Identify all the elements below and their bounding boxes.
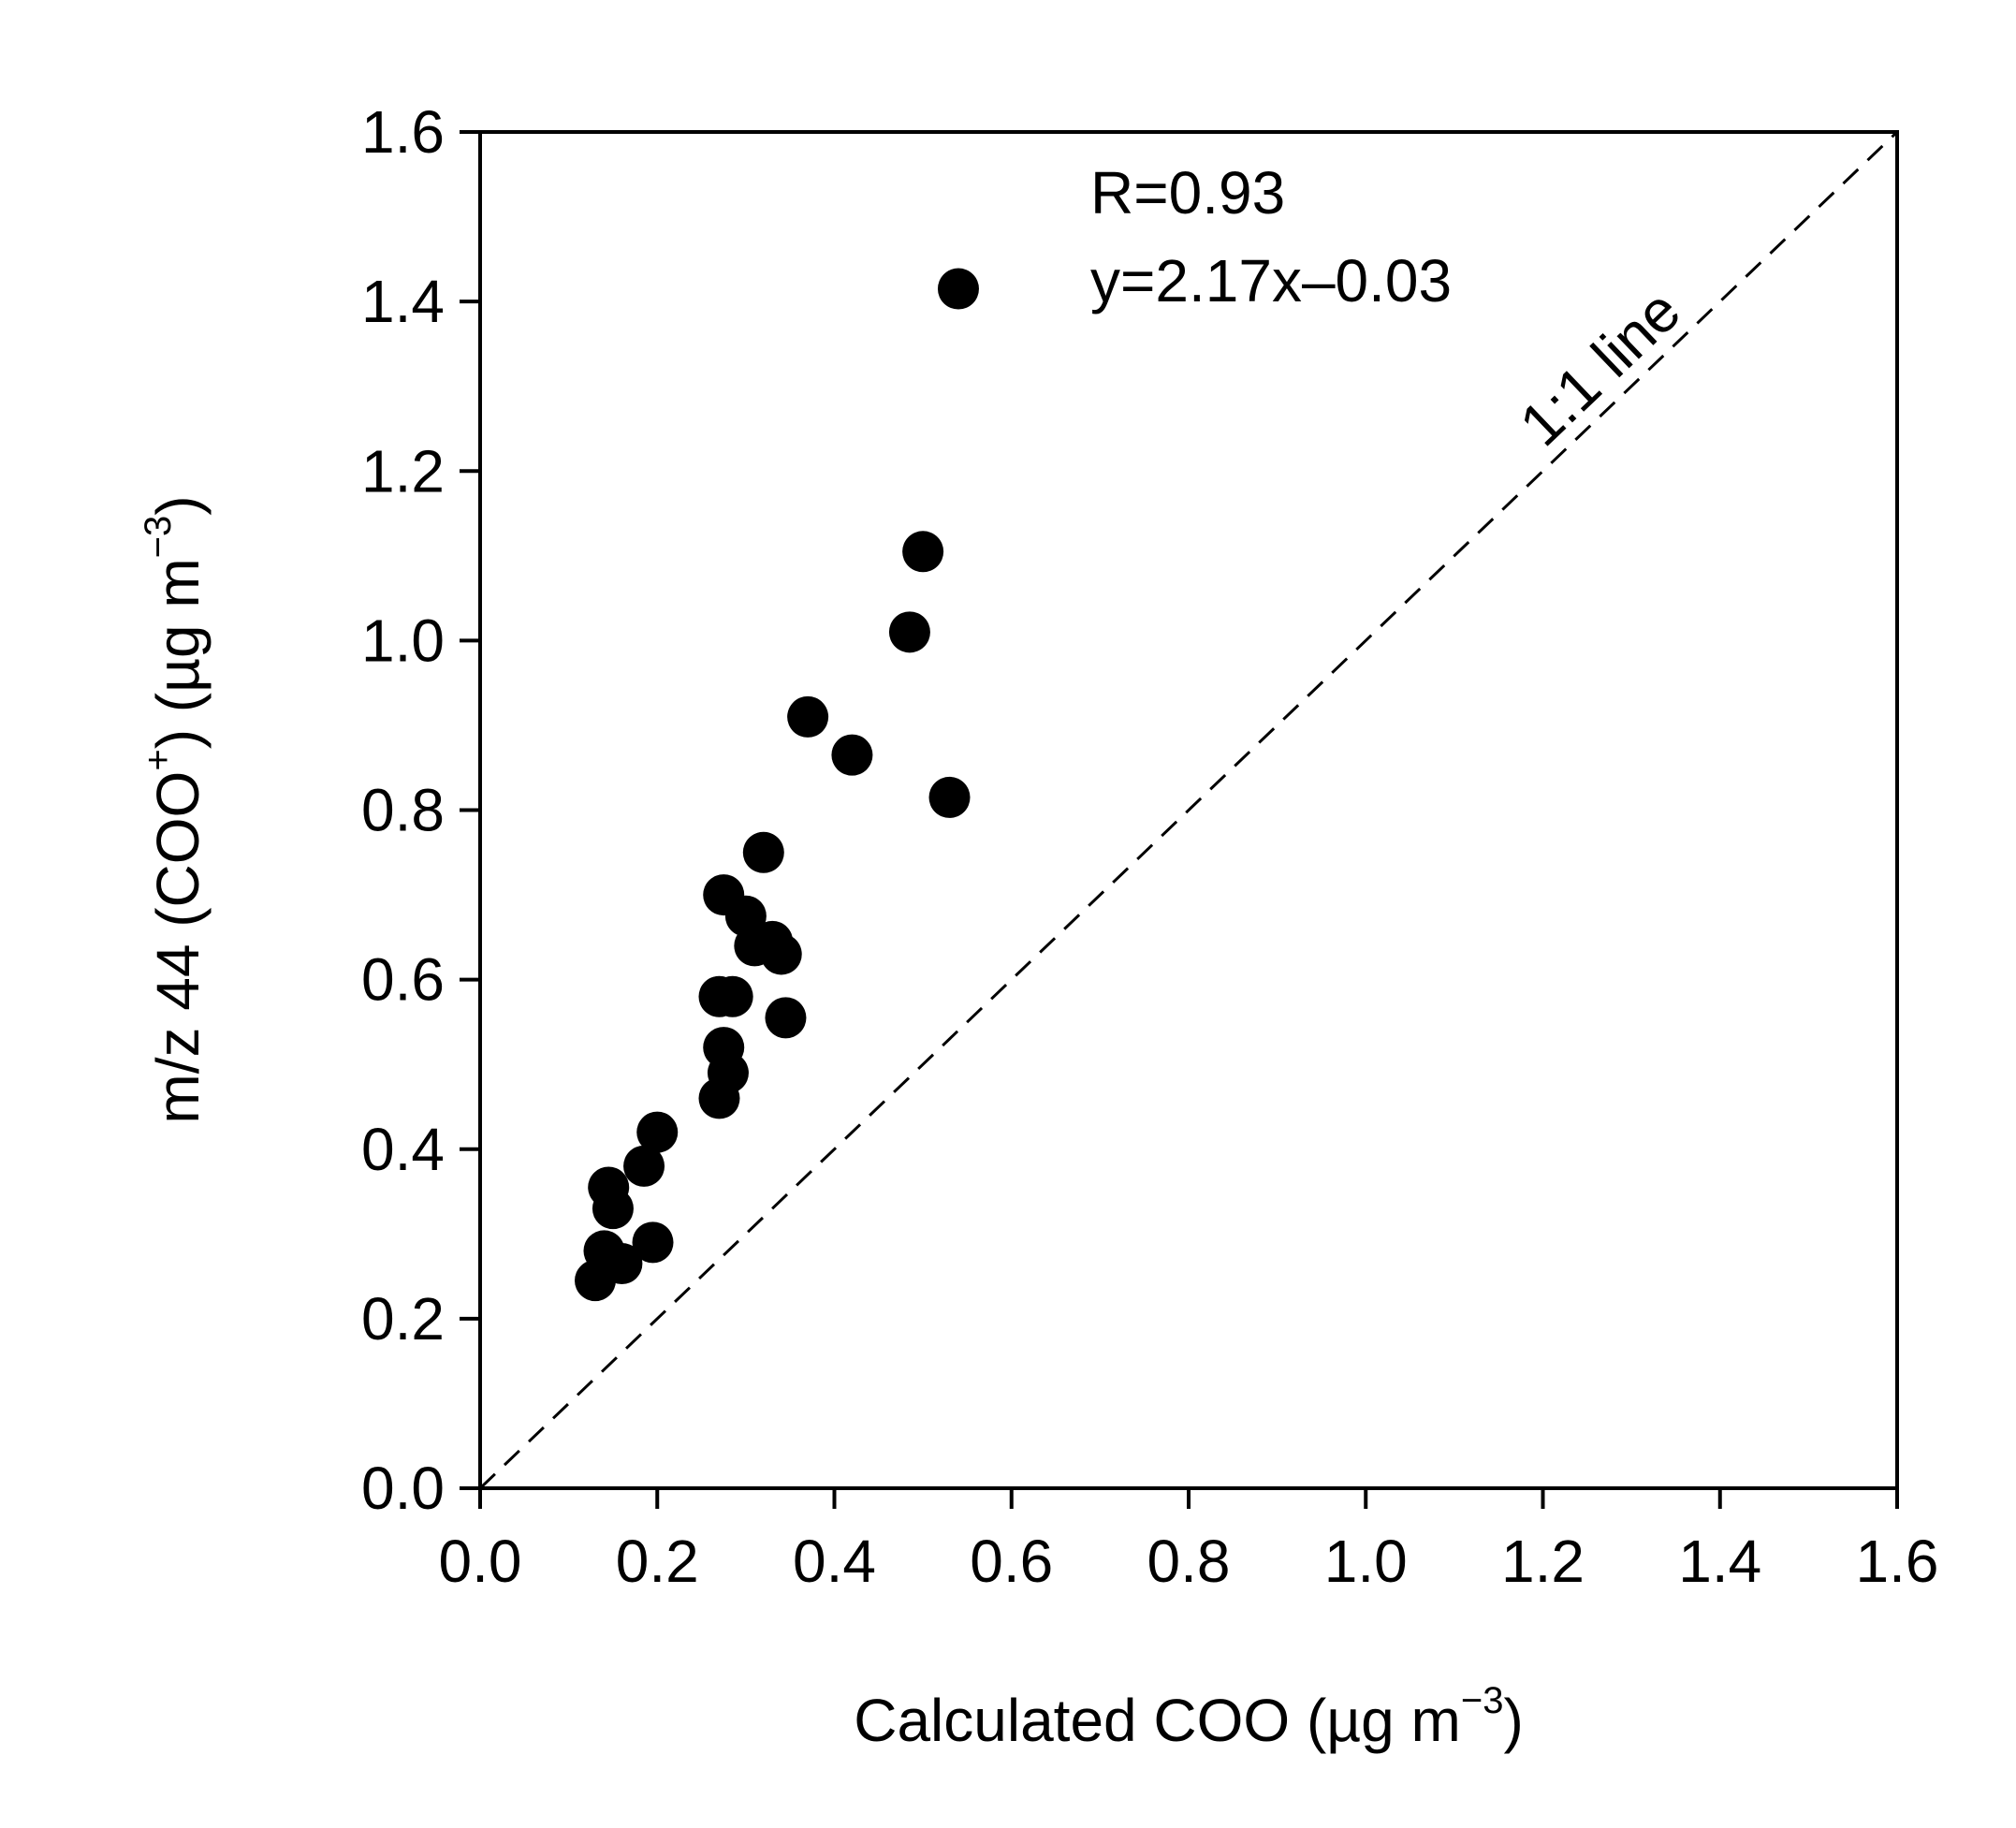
x-tick-label: 0.0 <box>439 1528 522 1595</box>
scatter-point <box>601 1243 643 1285</box>
scatter-point <box>765 997 807 1039</box>
y-axis-ticks: 0.0 0.2 0.4 0.6 0.8 1.0 1.2 1.4 1.6 <box>361 98 480 1522</box>
y-tick-label: 1.4 <box>361 268 445 335</box>
scatter-point <box>937 268 979 310</box>
scatter-point <box>703 1027 745 1069</box>
x-tick-label: 1.6 <box>1856 1528 1939 1595</box>
x-tick-label: 0.6 <box>970 1528 1053 1595</box>
y-tick-label: 0.0 <box>361 1455 445 1522</box>
scatter-point <box>888 611 930 653</box>
scatter-point <box>632 1221 674 1264</box>
x-tick-label: 0.2 <box>616 1528 699 1595</box>
y-tick-label: 0.2 <box>361 1285 445 1353</box>
scatter-point <box>902 531 944 573</box>
scatter-point <box>742 831 784 873</box>
data-points <box>575 268 979 1302</box>
x-axis-title: Calculated COO (µg m−3) <box>854 1680 1524 1754</box>
scatter-point <box>636 1111 679 1153</box>
scatter-point <box>928 776 971 818</box>
x-tick-label: 0.4 <box>793 1528 876 1595</box>
y-tick-label: 1.2 <box>361 437 445 505</box>
x-tick-label: 1.0 <box>1324 1528 1408 1595</box>
y-tick-label: 1.6 <box>361 98 445 166</box>
one-to-one-line-label: 1:1 line <box>1507 276 1693 459</box>
x-axis-ticks: 0.0 0.2 0.4 0.6 0.8 1.0 1.2 1.4 1.6 <box>439 1488 1939 1595</box>
y-tick-label: 1.0 <box>361 607 445 674</box>
x-tick-label: 1.4 <box>1678 1528 1761 1595</box>
scatter-point <box>592 1188 634 1230</box>
scatter-point <box>760 933 802 975</box>
y-tick-label: 0.4 <box>361 1116 445 1183</box>
fit-equation-annotation: y=2.17x–0.03 <box>1090 247 1452 314</box>
x-tick-label: 0.8 <box>1147 1528 1231 1595</box>
y-tick-label: 0.8 <box>361 777 445 844</box>
scatter-point <box>831 734 873 776</box>
y-axis-title: m/z 44 (COO+) (µg m−3) <box>138 495 212 1123</box>
y-tick-label: 0.6 <box>361 946 445 1014</box>
one-to-one-reference-line <box>478 130 1899 1490</box>
r-value-annotation: R=0.93 <box>1090 159 1285 227</box>
scatter-point <box>711 975 753 1017</box>
scatter-point <box>787 695 829 738</box>
one-to-one-line <box>478 130 1899 1490</box>
scatter-point <box>623 1145 665 1187</box>
x-tick-label: 1.2 <box>1501 1528 1585 1595</box>
